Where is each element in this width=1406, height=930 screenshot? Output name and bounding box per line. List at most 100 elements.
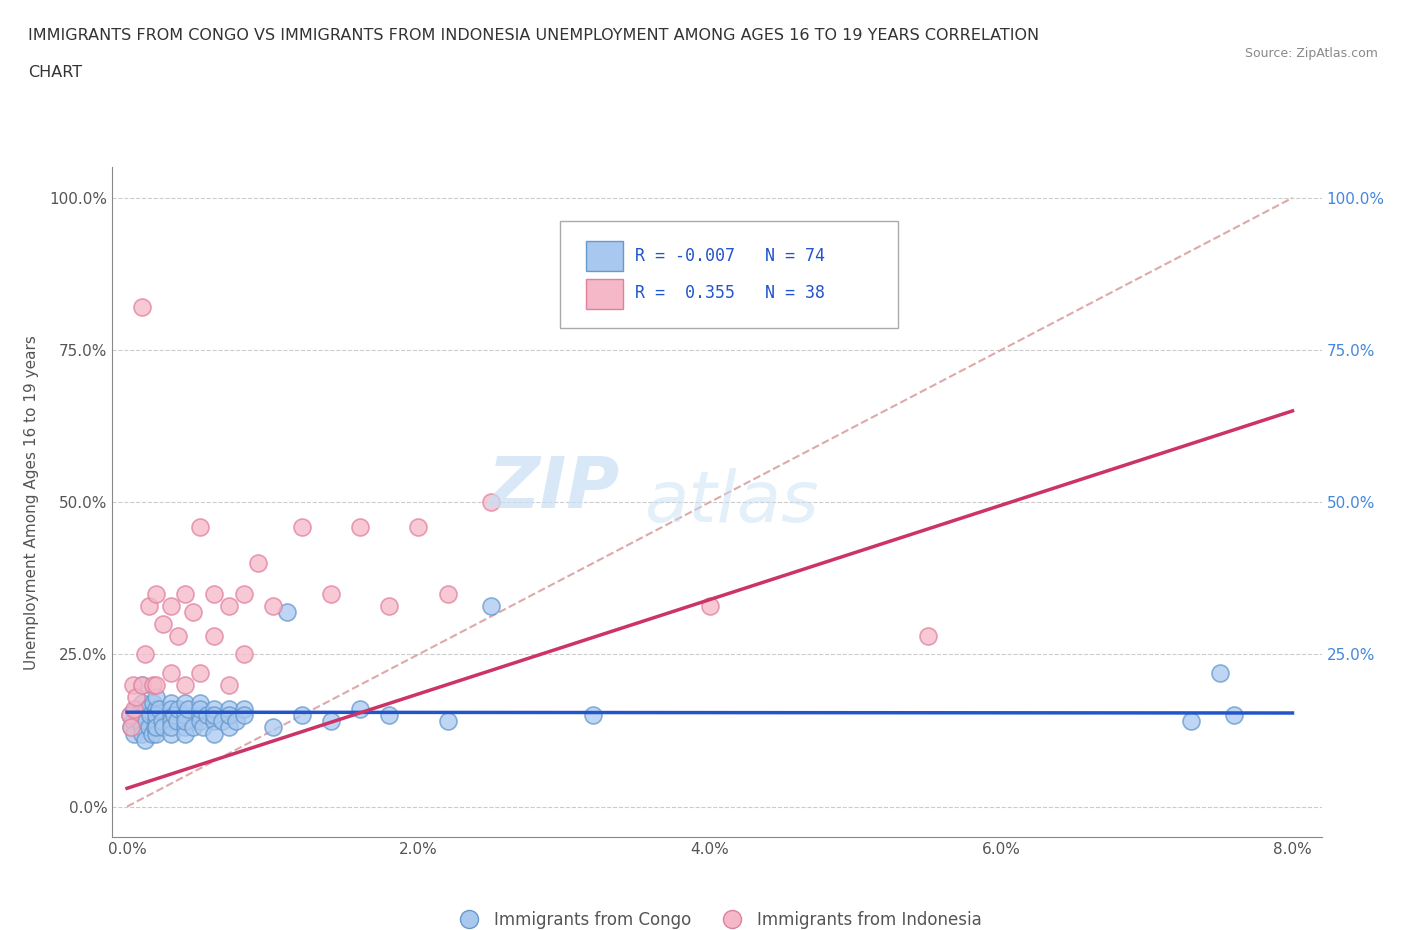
Point (122, 677, 145, 692)
Point (124, 726, 146, 741)
Point (174, 720, 197, 735)
Point (136, 702, 159, 717)
Text: ZIP: ZIP (488, 455, 620, 524)
Point (408, 519, 430, 534)
Point (174, 696, 197, 711)
Point (145, 689, 167, 704)
Point (174, 586, 197, 601)
Point (1180, 714, 1202, 729)
Point (145, 726, 167, 741)
Point (127, 708, 149, 723)
Point (232, 702, 254, 717)
Point (204, 708, 226, 723)
Point (167, 702, 190, 717)
Point (142, 696, 165, 711)
Point (131, 677, 153, 692)
Point (118, 708, 141, 723)
Point (247, 555, 270, 570)
Point (152, 617, 174, 631)
Point (143, 720, 166, 735)
Point (218, 720, 240, 735)
Point (166, 714, 188, 729)
Point (134, 647, 156, 662)
Point (291, 519, 314, 534)
Text: atlas: atlas (644, 468, 820, 537)
Point (204, 714, 226, 729)
Point (139, 708, 162, 723)
Point (195, 708, 218, 723)
Point (218, 598, 240, 613)
Text: Source: ZipAtlas.com: Source: ZipAtlas.com (1244, 46, 1378, 60)
Point (145, 714, 167, 729)
Point (159, 598, 181, 613)
Point (378, 708, 401, 723)
Point (699, 598, 721, 613)
Point (174, 708, 197, 723)
Point (138, 720, 160, 735)
Point (349, 519, 371, 534)
Point (159, 714, 181, 729)
Point (1208, 665, 1230, 680)
FancyBboxPatch shape (586, 279, 623, 310)
Point (174, 677, 197, 692)
Point (148, 702, 170, 717)
Point (167, 629, 190, 644)
Point (145, 720, 167, 735)
Point (128, 714, 150, 729)
Point (163, 708, 186, 723)
Point (159, 665, 181, 680)
Point (188, 714, 211, 729)
Point (1223, 708, 1246, 723)
Point (142, 677, 165, 692)
Point (120, 720, 142, 735)
Point (134, 732, 156, 747)
Point (131, 677, 153, 692)
Point (232, 586, 254, 601)
Point (125, 689, 148, 704)
Point (159, 726, 181, 741)
Point (218, 677, 240, 692)
Point (204, 586, 226, 601)
Point (145, 586, 167, 601)
Y-axis label: Unemployment Among Ages 16 to 19 years: Unemployment Among Ages 16 to 19 years (24, 335, 38, 670)
Point (174, 726, 197, 741)
Legend: Immigrants from Congo, Immigrants from Indonesia: Immigrants from Congo, Immigrants from I… (446, 905, 988, 930)
Point (141, 726, 163, 741)
Point (204, 629, 226, 644)
Point (225, 714, 247, 729)
Point (118, 708, 141, 723)
Point (145, 708, 167, 723)
Point (135, 714, 157, 729)
Point (159, 696, 181, 711)
Point (124, 702, 146, 717)
Point (232, 647, 254, 662)
Point (211, 714, 233, 729)
Point (131, 708, 153, 723)
Point (436, 586, 458, 601)
Point (276, 604, 298, 619)
Point (204, 726, 226, 741)
Point (188, 702, 211, 717)
Point (159, 708, 181, 723)
Point (159, 702, 181, 717)
Text: R = -0.007   N = 74: R = -0.007 N = 74 (636, 246, 825, 265)
Text: R =  0.355   N = 38: R = 0.355 N = 38 (636, 285, 825, 302)
Point (120, 720, 142, 735)
Point (150, 714, 173, 729)
Point (145, 702, 167, 717)
Point (378, 598, 401, 613)
Point (138, 598, 160, 613)
Point (131, 696, 153, 711)
Point (188, 665, 211, 680)
Point (349, 702, 371, 717)
Point (188, 696, 211, 711)
Point (262, 720, 284, 735)
FancyBboxPatch shape (560, 221, 898, 328)
Point (218, 708, 240, 723)
Point (177, 702, 200, 717)
Point (479, 598, 502, 613)
Text: CHART: CHART (28, 65, 82, 80)
Point (291, 708, 314, 723)
Point (159, 720, 181, 735)
Point (145, 677, 167, 692)
